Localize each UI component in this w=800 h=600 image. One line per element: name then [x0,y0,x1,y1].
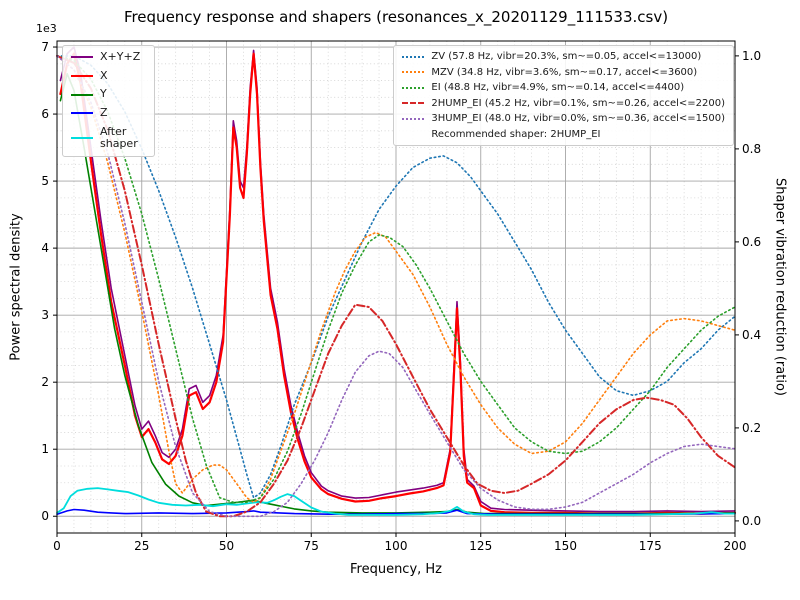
svg-text:150: 150 [554,539,577,553]
legend-label: After shaper [100,124,138,151]
legend-label: ZV (57.8 Hz, vibr=20.3%, sm~=0.05, accel… [431,51,702,62]
legend-label: MZV (34.8 Hz, vibr=3.6%, sm~=0.17, accel… [431,66,698,78]
svg-text:1: 1 [41,442,49,456]
chart-title: Frequency response and shapers (resonanc… [123,8,669,26]
legend-item-zv: ZV (57.8 Hz, vibr=20.3%, sm~=0.05, accel… [402,51,725,63]
svg-text:0: 0 [53,539,61,553]
legend-label: 2HUMP_EI (45.2 Hz, vibr=0.1%, sm~=0.26, … [431,97,725,109]
svg-text:125: 125 [469,539,492,553]
svg-text:0.4: 0.4 [742,328,761,342]
legend-recommended: Recommended shaper: 2HUMP_EI [402,129,725,141]
xyz-line-sample [71,56,93,59]
after-shaper-line-sample [71,137,93,140]
legend-label: Y [100,87,107,101]
2hump-ei-line-sample [402,102,425,105]
svg-text:0.0: 0.0 [742,514,761,528]
recommended-shaper-text: Recommended shaper: 2HUMP_EI [431,128,601,140]
legend-label: EI (48.8 Hz, vibr=4.9%, sm~=0.14, accel<… [431,82,685,93]
legend-label: 3HUMP_EI (48.0 Hz, vibr=0.0%, sm~=0.36, … [431,113,725,124]
zv-line-sample [402,55,425,58]
svg-text:50: 50 [219,539,234,553]
3hump-ei-line-sample [402,117,425,120]
svg-text:1.0: 1.0 [742,49,761,63]
x-line-sample [71,74,93,77]
legend-item-x: X [71,68,146,83]
legend-item-2hump-ei: 2HUMP_EI (45.2 Hz, vibr=0.1%, sm~=0.26, … [402,98,725,110]
legend-label: Z [100,105,108,119]
svg-text:3: 3 [41,308,49,322]
legend-data: X+Y+Z X Y Z After shaper [62,45,155,157]
svg-text:0: 0 [41,509,49,523]
x-axis-label: Frequency, Hz [349,562,443,577]
y-axis-offset-text: 1e3 [36,22,57,35]
legend-item-ei: EI (48.8 Hz, vibr=4.9%, sm~=0.14, accel<… [402,82,725,94]
legend-item-mzv: MZV (34.8 Hz, vibr=3.6%, sm~=0.17, accel… [402,67,725,79]
svg-text:0.6: 0.6 [742,235,761,249]
legend-label: X+Y+Z [100,50,141,63]
svg-text:2: 2 [41,375,49,389]
svg-text:200: 200 [724,539,747,553]
svg-text:0.8: 0.8 [742,142,761,156]
legend-item-y: Y [71,88,146,101]
svg-text:75: 75 [304,539,319,553]
svg-text:175: 175 [639,539,662,553]
legend-item-xyz: X+Y+Z [71,50,146,64]
legend-item-3hump-ei: 3HUMP_EI (48.0 Hz, vibr=0.0%, sm~=0.36, … [402,113,725,125]
svg-text:0.2: 0.2 [742,421,761,435]
svg-text:25: 25 [134,539,149,553]
svg-text:100: 100 [385,539,408,553]
y-line-sample [71,93,93,96]
svg-text:7: 7 [41,40,49,54]
mzv-line-sample [402,71,425,74]
y-axis-label-left: Power spectral density [8,213,24,361]
svg-text:5: 5 [41,174,49,188]
legend-item-z: Z [71,105,146,120]
ei-line-sample [402,86,425,89]
legend-label: X [100,68,108,82]
legend-item-after-shaper: After shaper [71,124,146,151]
legend-shapers: ZV (57.8 Hz, vibr=20.3%, sm~=0.05, accel… [393,45,734,146]
svg-text:6: 6 [41,107,49,121]
y-axis-label-right: Shaper vibration reduction (ratio) [772,178,788,396]
z-line-sample [71,112,93,115]
svg-text:4: 4 [41,241,49,255]
